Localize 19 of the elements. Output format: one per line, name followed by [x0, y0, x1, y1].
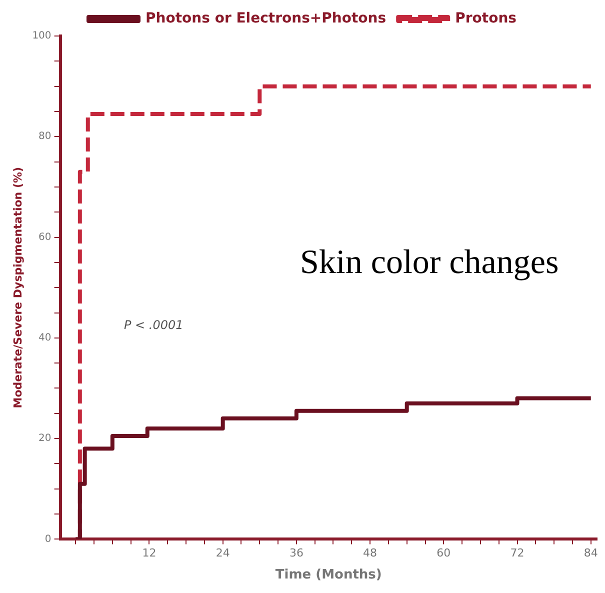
y-tick-label: 20	[38, 433, 52, 444]
x-tick-label: 72	[510, 546, 524, 560]
x-tick-label: 36	[289, 546, 304, 560]
x-axis-title: Time (Months)	[275, 568, 382, 583]
x-tick-label: 24	[216, 546, 230, 560]
y-tick-label: 60	[38, 232, 52, 243]
y-tick-label: 0	[44, 534, 52, 545]
x-tick-label: 48	[363, 546, 378, 560]
legend-label: Photons or Electrons+Photons	[146, 10, 386, 27]
x-tick-label: 60	[436, 546, 451, 560]
x-tick-label: 84	[584, 546, 598, 560]
y-tick-label: 80	[38, 131, 52, 142]
annotation: Skin color changes	[300, 244, 559, 282]
annotation: P < .0001	[124, 318, 184, 332]
y-axis-title: Moderate/Severe Dyspigmentation (%)	[11, 166, 24, 408]
x-tick-label: 12	[142, 546, 156, 560]
y-tick-label: 40	[38, 332, 52, 344]
y-tick-label: 100	[32, 30, 52, 42]
legend-label: Protons	[455, 10, 516, 27]
